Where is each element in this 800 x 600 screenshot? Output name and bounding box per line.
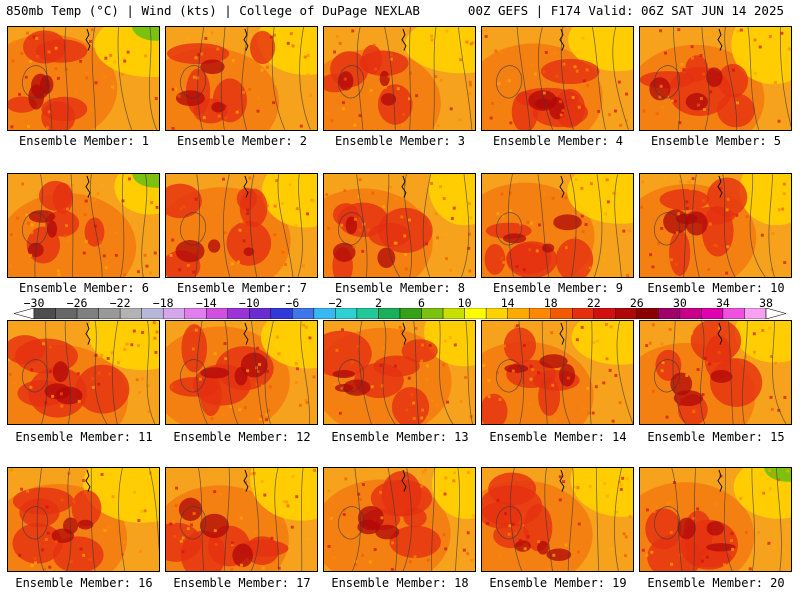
ensemble-member-label: Ensemble Member: 11 [15,430,153,444]
colorbar-tick-label: 10 [457,296,472,310]
ensemble-member-label: Ensemble Member: 15 [647,430,785,444]
ensemble-member-map [165,320,318,425]
colorbar-tick-label: −22 [109,296,131,310]
ensemble-member-label: Ensemble Member: 16 [15,576,153,590]
ensemble-member-label: Ensemble Member: 9 [492,281,624,295]
ensemble-member-map [7,467,160,572]
colorbar-tick-label: −6 [285,296,300,310]
map-title: 850mb Temp (°C) | Wind (kts) | College o… [6,3,420,18]
ensemble-member-map [481,26,634,131]
ensemble-member-label: Ensemble Member: 6 [18,281,150,295]
ensemble-member-map [481,467,634,572]
ensemble-member-map [323,26,476,131]
ensemble-member-label: Ensemble Member: 18 [331,576,469,590]
ensemble-member-map [7,26,160,131]
ensemble-member-map [7,173,160,278]
colorbar-tick-label: 2 [375,296,382,310]
ensemble-member-label: Ensemble Member: 8 [334,281,466,295]
colorbar-tick-label: −10 [238,296,260,310]
ensemble-member-map [165,467,318,572]
ensemble-member-label: Ensemble Member: 19 [489,576,627,590]
ensemble-member-label: Ensemble Member: 10 [647,281,785,295]
ensemble-member-label: Ensemble Member: 7 [176,281,308,295]
ensemble-member-label: Ensemble Member: 14 [489,430,627,444]
ensemble-member-label: Ensemble Member: 5 [650,134,782,148]
ensemble-member-map [323,320,476,425]
colorbar-max-arrow [765,308,786,319]
colorbar-tick-label: 38 [759,296,773,310]
colorbar-tick-label: −2 [328,296,343,310]
colorbar-tick-label: 34 [716,296,730,310]
ensemble-member-label: Ensemble Member: 2 [176,134,308,148]
ensemble-member-map [639,467,792,572]
ensemble-member-label: Ensemble Member: 17 [173,576,311,590]
ensemble-member-label: Ensemble Member: 13 [331,430,469,444]
ensemble-member-map [7,320,160,425]
ensemble-member-map [639,173,792,278]
colorbar-tick-label: 18 [543,296,558,310]
ensemble-member-map [639,26,792,131]
ensemble-member-label: Ensemble Member: 12 [173,430,311,444]
temperature-colorbar [14,308,786,319]
ensemble-member-map [481,173,634,278]
ensemble-member-label: Ensemble Member: 1 [18,134,150,148]
colorbar-tick-label: 26 [629,296,644,310]
colorbar-tick-label: −14 [195,296,217,310]
colorbar-tick-label: 30 [672,296,687,310]
ensemble-member-label: Ensemble Member: 20 [647,576,785,590]
colorbar-tick-label: 6 [418,296,425,310]
ensemble-member-map [639,320,792,425]
ensemble-member-map [165,173,318,278]
colorbar-tick-label: −30 [23,296,45,310]
colorbar-tick-label: 14 [500,296,515,310]
colorbar-tick-label: −26 [66,296,88,310]
colorbar-tick-label: −18 [152,296,174,310]
model-run-valid-time: 00Z GEFS | F174 Valid: 06Z SAT JUN 14 20… [467,3,784,18]
ensemble-member-map [323,467,476,572]
ensemble-member-label: Ensemble Member: 4 [492,134,624,148]
ensemble-member-label: Ensemble Member: 3 [334,134,466,148]
colorbar-tick-label: 22 [586,296,601,310]
ensemble-member-map [323,173,476,278]
ensemble-member-map [165,26,318,131]
ensemble-member-map [481,320,634,425]
